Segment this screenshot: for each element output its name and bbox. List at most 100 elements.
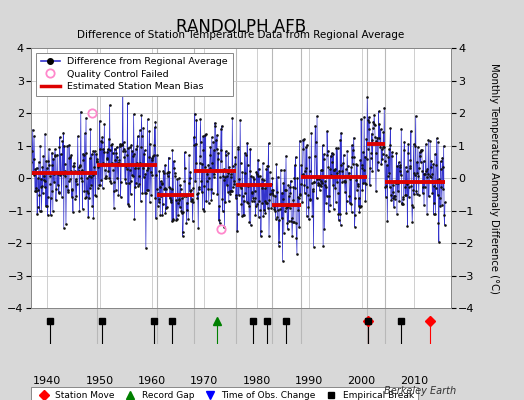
Point <box>59 130 68 136</box>
Point <box>248 194 257 201</box>
Point <box>85 195 93 202</box>
Point <box>240 212 248 218</box>
Point <box>177 186 185 193</box>
Point <box>376 140 384 146</box>
Point <box>387 196 396 203</box>
Point <box>52 170 61 176</box>
Point <box>416 159 424 165</box>
Point <box>147 155 156 161</box>
Point <box>28 169 36 176</box>
Point <box>273 214 281 220</box>
Point <box>129 172 137 179</box>
Point <box>221 174 229 180</box>
Point <box>78 167 86 174</box>
Point <box>137 144 145 150</box>
Point <box>51 146 59 152</box>
Point <box>110 179 118 185</box>
Point <box>127 141 136 148</box>
Point <box>375 121 384 127</box>
Point <box>332 145 341 151</box>
Point <box>96 138 105 144</box>
Point <box>307 174 315 181</box>
Point <box>79 156 88 163</box>
Point <box>84 214 92 220</box>
Point <box>39 190 47 196</box>
Point <box>45 146 53 152</box>
Point <box>400 147 408 154</box>
Point <box>421 184 429 190</box>
Point <box>112 150 121 157</box>
Point <box>115 143 124 150</box>
Point <box>297 162 305 168</box>
Point <box>62 170 71 176</box>
Point <box>342 210 351 216</box>
Point <box>247 173 255 180</box>
Point <box>304 204 312 210</box>
Point <box>377 146 386 152</box>
Point <box>409 141 418 147</box>
Point <box>265 233 273 240</box>
Point <box>31 188 39 195</box>
Point <box>329 182 337 188</box>
Point <box>319 243 328 249</box>
Point <box>180 178 189 184</box>
Point <box>347 164 355 170</box>
Point <box>432 135 441 142</box>
Point <box>81 195 89 201</box>
Point <box>176 182 184 188</box>
Point <box>383 162 391 168</box>
Point <box>128 153 137 160</box>
Point <box>339 160 347 166</box>
Point <box>152 172 160 178</box>
Point <box>206 144 215 150</box>
Point <box>174 196 183 202</box>
Point <box>127 178 135 184</box>
Point <box>269 187 278 193</box>
Point <box>244 182 253 189</box>
Point <box>385 184 394 190</box>
Point <box>381 183 389 190</box>
Text: 1980: 1980 <box>243 376 271 386</box>
Point <box>196 153 204 159</box>
Point <box>42 158 50 164</box>
Point <box>130 216 139 222</box>
Point <box>387 153 396 160</box>
Point <box>284 182 292 189</box>
Point <box>86 182 95 188</box>
Point <box>52 186 60 192</box>
Point <box>434 139 442 145</box>
Point <box>104 136 113 142</box>
Point <box>200 183 208 189</box>
Point <box>212 167 220 173</box>
Point <box>204 200 213 206</box>
Point <box>95 118 104 124</box>
Point <box>384 154 392 160</box>
Point <box>241 170 249 176</box>
Point <box>163 173 172 179</box>
Point <box>57 151 65 157</box>
Point <box>149 153 157 159</box>
Point <box>438 202 446 208</box>
Point <box>366 165 375 171</box>
Point <box>152 152 161 158</box>
Point <box>348 154 356 160</box>
Point <box>406 163 414 169</box>
Point <box>419 190 427 196</box>
Point <box>352 161 361 168</box>
Point <box>419 158 428 164</box>
Point <box>244 200 252 206</box>
Point <box>261 185 269 192</box>
Point <box>325 193 333 199</box>
Point <box>348 160 357 167</box>
Point <box>175 175 183 182</box>
Point <box>196 116 204 122</box>
Point <box>440 143 448 149</box>
Point <box>34 187 42 193</box>
Point <box>275 217 283 224</box>
Point <box>140 151 148 157</box>
Point <box>256 207 265 214</box>
Point <box>302 144 310 150</box>
Point <box>136 160 144 166</box>
Point <box>89 215 97 221</box>
Point <box>149 152 158 158</box>
